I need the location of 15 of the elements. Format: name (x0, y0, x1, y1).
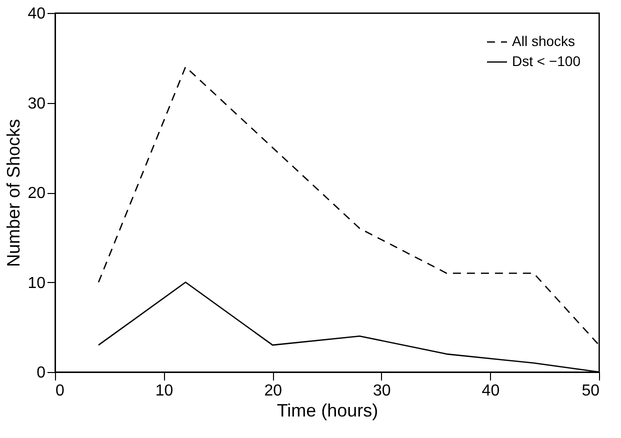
x-tick-label: 30 (373, 382, 391, 400)
y-tick-label: 0 (36, 364, 46, 382)
x-tick-label: 10 (155, 382, 174, 400)
y-tick-label: 20 (28, 185, 46, 202)
y-tick-label: 10 (28, 274, 46, 292)
x-tick-label: 20 (264, 382, 282, 400)
y-tick-label: 30 (28, 95, 46, 112)
x-tick-label: 50 (582, 382, 600, 400)
legend-label: Dst < −100 (512, 53, 581, 69)
legend-label: All shocks (512, 33, 576, 49)
y-tick-label: 40 (28, 6, 46, 22)
x-tick-label: 40 (482, 382, 500, 400)
x-axis-title: Time (hours) (276, 400, 378, 420)
x-tick-label: 0 (56, 382, 64, 400)
y-axis-title: Number of Shocks (4, 118, 24, 268)
